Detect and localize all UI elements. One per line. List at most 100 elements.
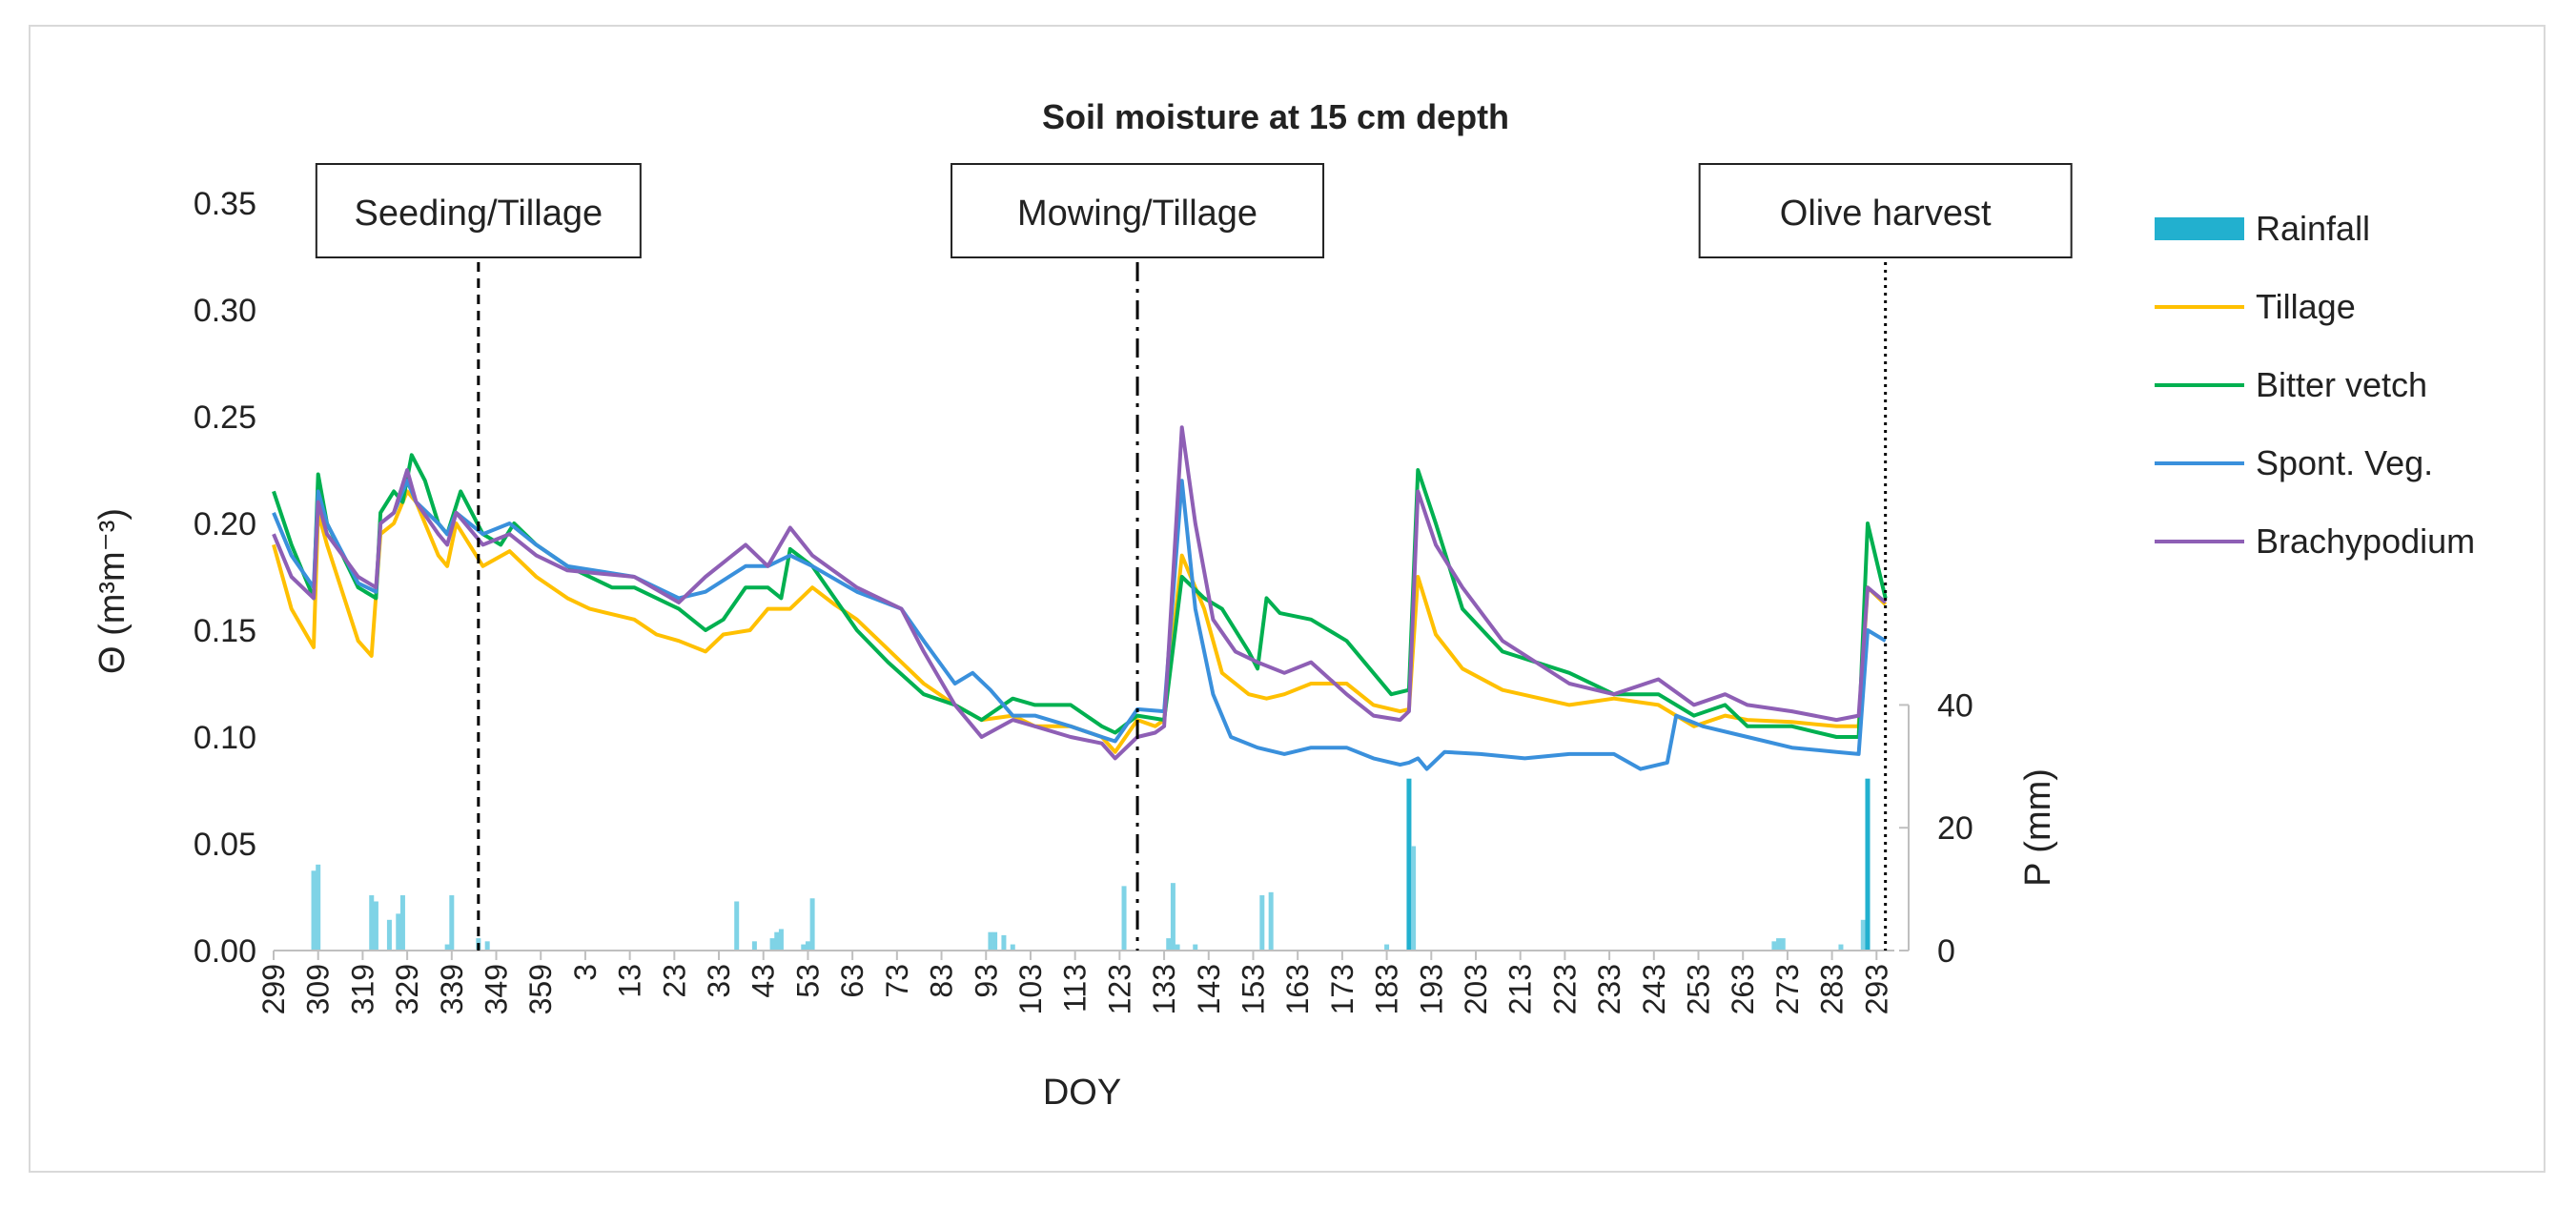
x-tick-label: 143 [1192,964,1226,1014]
x-tick-label: 173 [1325,964,1360,1014]
x-tick-label: 3 [568,964,603,981]
bitter-vetch-line [272,453,1888,739]
x-tick-label: 53 [790,964,825,998]
rainfall-bar [399,895,405,951]
annotation-box [315,163,642,258]
x-tick-label: 339 [435,964,469,1014]
x-tick-label: 103 [1013,964,1048,1014]
x-tick-label: 309 [301,964,336,1014]
rainfall-bar [1780,938,1786,951]
y2-tick-label: 20 [1937,810,1973,847]
x-tick-label: 63 [835,964,869,998]
annotation-box [1698,163,2073,258]
x-tick-label: 319 [345,964,379,1014]
rainfall-bar [1001,934,1007,951]
x-tick-label: 193 [1414,964,1448,1014]
x-tick-label: 153 [1236,964,1270,1014]
rainfall-bar [809,898,815,951]
y-tick-label: 0.15 [194,613,256,649]
rainfall-bar [1776,938,1782,951]
x-tick-label: 223 [1547,964,1582,1014]
chart-title: Soil moisture at 15 cm depth [1042,97,1509,136]
rainfall-bar [1268,891,1274,951]
rainfall-bar [449,895,455,951]
annotation-label: Mowing/Tillage [1017,194,1257,234]
rainfall-bar [769,938,775,951]
y-tick-label: 0.20 [194,506,256,542]
spont-veg-line [272,479,1887,771]
legend-label: Rainfall [2256,209,2370,248]
legend-label: Spont. Veg. [2256,443,2433,482]
brachypodium-line [272,425,1887,761]
x-tick-label: 23 [657,964,691,998]
y-tick-label: 0.30 [194,293,256,329]
x-tick-label: 273 [1770,964,1805,1014]
rainfall-bar [774,931,780,951]
rainfall-bar [316,864,321,951]
y-tick-label: 0.35 [194,186,256,222]
x-tick-label: 83 [925,964,959,998]
x-tick-label: 13 [613,964,647,998]
rainfall-bar [1411,846,1417,951]
legend-label: Brachypodium [2256,522,2475,561]
y2-axis-label: P (mm) [2018,768,2058,887]
rainfall-bar [992,931,998,951]
x-tick-label: 113 [1058,964,1093,1013]
rainfall-bar [778,929,784,951]
rainfall-bar [1193,944,1198,951]
x-tick-label: 253 [1682,964,1716,1014]
rainfall-bar [369,895,375,951]
rainfall-bar [1121,886,1127,951]
x-tick-label: 349 [480,964,514,1014]
x-tick-label: 123 [1102,964,1136,1014]
rainfall-bar [396,913,401,951]
y-tick-label: 0.05 [194,827,256,863]
rainfall-bar [988,931,993,951]
x-tick-label: 299 [256,964,291,1014]
x-tick-label: 163 [1280,964,1315,1014]
annotation-label: Olive harvest [1780,194,1992,234]
rainfall-bar [1010,944,1015,951]
y-tick-label: 0.25 [194,399,256,436]
rainfall-bar [801,944,807,951]
x-tick-label: 213 [1503,964,1538,1014]
x-tick-label: 183 [1370,964,1404,1014]
x-tick-label: 33 [702,964,736,998]
y2-tick-label: 40 [1937,687,1973,724]
y-tick-label: 0.10 [194,720,256,756]
rainfall-bar [1175,944,1180,951]
x-tick-label: 263 [1726,964,1760,1014]
rainfall-bar [1170,883,1176,951]
legend-swatch-rainfall [2155,217,2244,240]
rainfall-bar [1771,941,1777,951]
rainfall-bar [1865,778,1871,951]
x-tick-label: 73 [880,964,914,998]
x-tick-label: 133 [1147,964,1181,1014]
rainfall-bar [1838,944,1844,951]
x-axis-label: DOY [1043,1073,1121,1113]
y2-tick-label: 0 [1937,933,1955,970]
y-tick-label: 0.00 [194,933,256,970]
rainfall-bar [805,941,810,951]
x-tick-label: 203 [1459,964,1493,1014]
x-tick-label: 43 [746,964,781,998]
rainfall-bar [751,941,757,951]
y-axis-label: Θ (m³m⁻³) [92,508,133,674]
x-tick-label: 359 [523,964,558,1014]
annotation-box [951,163,1325,258]
legend-label: Bitter vetch [2256,365,2427,404]
x-tick-label: 93 [969,964,1003,998]
rainfall-bar [1384,944,1390,951]
annotation-label: Seeding/Tillage [355,194,603,234]
rainfall-bar [444,944,450,951]
rainfall-bar [1166,938,1172,951]
x-tick-label: 329 [390,964,424,1014]
rainfall-bar [386,919,392,951]
x-tick-label: 233 [1592,964,1626,1014]
x-tick-label: 293 [1859,964,1893,1014]
rainfall-bar [311,870,317,951]
rainfall-bar [1860,919,1866,951]
rainfall-bar [1259,895,1265,951]
x-tick-label: 243 [1637,964,1671,1014]
